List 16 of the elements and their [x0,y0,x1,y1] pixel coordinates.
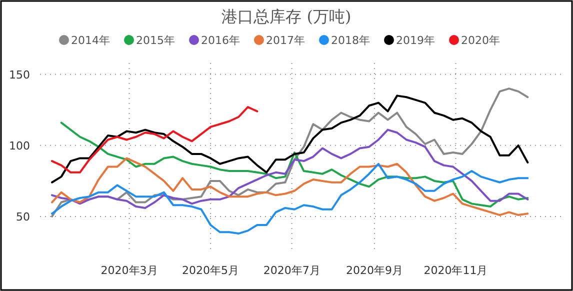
x-tick-label: 2020年7月 [263,264,320,277]
legend-label: 2019年 [396,34,435,47]
legend-label: 2014年 [71,34,110,47]
legend-label: 2018年 [331,34,370,47]
y-tick-label: 100 [9,139,30,152]
legend-label: 2020年 [461,34,500,47]
legend-label: 2015年 [136,34,175,47]
x-tick-label: 2020年5月 [182,264,240,277]
chart-title: 港口总库存 (万吨) [222,7,352,26]
legend-label: 2016年 [201,34,240,47]
legend-label: 2017年 [266,34,305,47]
x-tick-label: 2020年9月 [346,264,403,277]
y-tick-label: 150 [9,68,30,82]
x-tick-label: 2020年3月 [100,264,158,277]
x-tick-label: 2020年11月 [424,264,488,277]
y-tick-label: 50 [16,210,30,224]
